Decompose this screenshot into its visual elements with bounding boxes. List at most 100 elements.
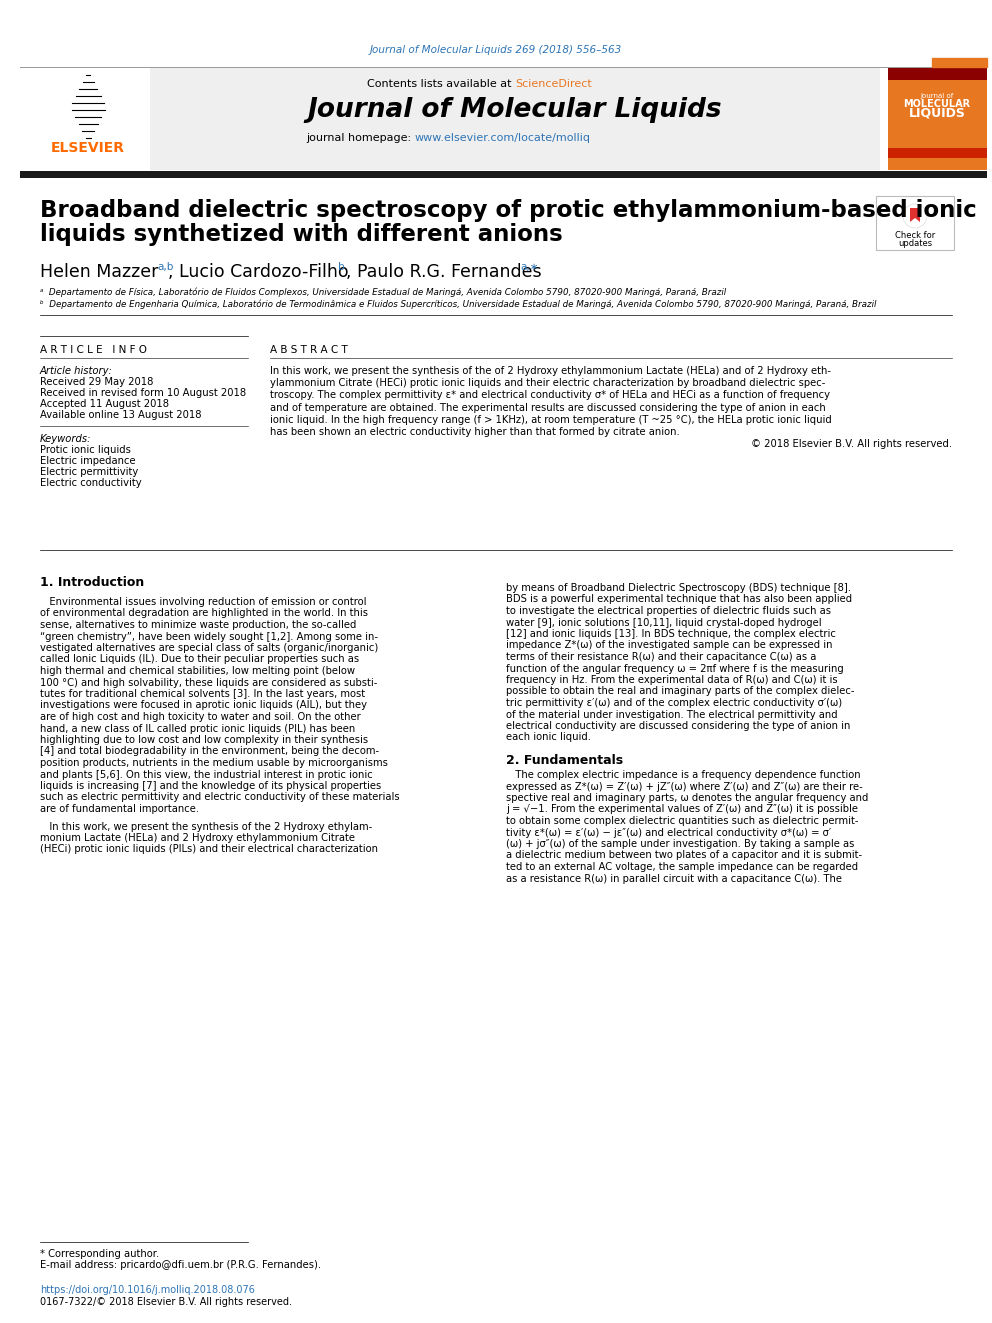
- Text: spective real and imaginary parts, ω denotes the angular frequency and: spective real and imaginary parts, ω den…: [506, 792, 868, 803]
- Text: Journal of Molecular Liquids: Journal of Molecular Liquids: [308, 97, 722, 123]
- Text: as a resistance R(ω) in parallel circuit with a capacitance C(ω). The: as a resistance R(ω) in parallel circuit…: [506, 873, 842, 884]
- Text: ScienceDirect: ScienceDirect: [515, 79, 592, 89]
- Text: j = √−1. From the experimental values of Z′(ω) and Z″(ω) it is possible: j = √−1. From the experimental values of…: [506, 804, 858, 815]
- Text: A B S T R A C T: A B S T R A C T: [270, 345, 348, 355]
- Text: a,∗: a,∗: [520, 262, 539, 273]
- Text: frequency in Hz. From the experimental data of R(ω) and C(ω) it is: frequency in Hz. From the experimental d…: [506, 675, 837, 685]
- Text: (ω) + jσ″(ω) of the sample under investigation. By taking a sample as: (ω) + jσ″(ω) of the sample under investi…: [506, 839, 854, 849]
- Text: (HECi) protic ionic liquids (PILs) and their electrical characterization: (HECi) protic ionic liquids (PILs) and t…: [40, 844, 378, 855]
- Text: Electric impedance: Electric impedance: [40, 456, 136, 466]
- Text: Accepted 11 August 2018: Accepted 11 August 2018: [40, 400, 169, 409]
- Text: , Paulo R.G. Fernandes: , Paulo R.G. Fernandes: [346, 263, 548, 280]
- Text: * Corresponding author.: * Corresponding author.: [40, 1249, 160, 1259]
- Text: called Ionic Liquids (IL). Due to their peculiar properties such as: called Ionic Liquids (IL). Due to their …: [40, 655, 359, 664]
- Text: and plants [5,6]. On this view, the industrial interest in protic ionic: and plants [5,6]. On this view, the indu…: [40, 770, 373, 779]
- Text: tutes for traditional chemical solvents [3]. In the last years, most: tutes for traditional chemical solvents …: [40, 689, 365, 699]
- Text: LIQUIDS: LIQUIDS: [909, 106, 965, 119]
- Text: updates: updates: [898, 238, 932, 247]
- Text: high thermal and chemical stabilities, low melting point (below: high thermal and chemical stabilities, l…: [40, 665, 355, 676]
- Text: by means of Broadband Dielectric Spectroscopy (BDS) technique [8].: by means of Broadband Dielectric Spectro…: [506, 583, 851, 593]
- Text: liquids is increasing [7] and the knowledge of its physical properties: liquids is increasing [7] and the knowle…: [40, 781, 381, 791]
- Text: tric permittivity ε′(ω) and of the complex electric conductivity σ′(ω): tric permittivity ε′(ω) and of the compl…: [506, 699, 842, 708]
- Text: terms of their resistance R(ω) and their capacitance C(ω) as a: terms of their resistance R(ω) and their…: [506, 652, 816, 662]
- Text: [4] and total biodegradability in the environment, being the decom-: [4] and total biodegradability in the en…: [40, 746, 379, 757]
- Bar: [20, 171, 987, 179]
- Text: www.elsevier.com/locate/molliq: www.elsevier.com/locate/molliq: [415, 134, 591, 143]
- Text: and of temperature are obtained. The experimental results are discussed consider: and of temperature are obtained. The exp…: [270, 402, 825, 413]
- Text: vestigated alternatives are special class of salts (organic/inorganic): vestigated alternatives are special clas…: [40, 643, 378, 654]
- Text: of the material under investigation. The electrical permittivity and: of the material under investigation. The…: [506, 709, 837, 720]
- Text: 1. Introduction: 1. Introduction: [40, 577, 144, 590]
- Text: of environmental degradation are highlighted in the world. In this: of environmental degradation are highlig…: [40, 609, 368, 618]
- Text: Available online 13 August 2018: Available online 13 August 2018: [40, 410, 201, 419]
- Text: “green chemistry”, have been widely sought [1,2]. Among some in-: “green chemistry”, have been widely soug…: [40, 631, 378, 642]
- Text: ted to an external AC voltage, the sample impedance can be regarded: ted to an external AC voltage, the sampl…: [506, 863, 858, 872]
- Text: b: b: [338, 262, 344, 273]
- Text: liquids synthetized with different anions: liquids synthetized with different anion…: [40, 224, 562, 246]
- Text: E-mail address: pricardo@dfi.uem.br (P.R.G. Fernandes).: E-mail address: pricardo@dfi.uem.br (P.R…: [40, 1259, 321, 1270]
- Text: 0167-7322/© 2018 Elsevier B.V. All rights reserved.: 0167-7322/© 2018 Elsevier B.V. All right…: [40, 1297, 292, 1307]
- Bar: [150, 67, 880, 169]
- Text: [12] and ionic liquids [13]. In BDS technique, the complex electric: [12] and ionic liquids [13]. In BDS tech…: [506, 628, 836, 639]
- Text: position products, nutrients in the medium usable by microorganisms: position products, nutrients in the medi…: [40, 758, 388, 767]
- Bar: [888, 148, 987, 157]
- Text: troscopy. The complex permittivity ε* and electrical conductivity σ* of HELa and: troscopy. The complex permittivity ε* an…: [270, 390, 830, 401]
- Text: 2. Fundamentals: 2. Fundamentals: [506, 754, 623, 767]
- Text: MOLECULAR: MOLECULAR: [904, 99, 970, 108]
- Text: ionic liquid. In the high frequency range (f > 1KHz), at room temperature (T ~25: ionic liquid. In the high frequency rang…: [270, 415, 831, 425]
- Text: ELSEVIER: ELSEVIER: [51, 142, 125, 155]
- Text: to investigate the electrical properties of dielectric fluids such as: to investigate the electrical properties…: [506, 606, 831, 617]
- Text: a,b: a,b: [157, 262, 174, 273]
- Polygon shape: [910, 208, 920, 222]
- Text: a dielectric medium between two plates of a capacitor and it is submit-: a dielectric medium between two plates o…: [506, 851, 862, 860]
- Text: Electric permittivity: Electric permittivity: [40, 467, 138, 478]
- Text: ᵃ  Departamento de Física, Laboratório de Fluidos Complexos, Universidade Estadu: ᵃ Departamento de Física, Laboratório de…: [40, 287, 726, 296]
- Text: ᵇ  Departamento de Engenharia Química, Laboratório de Termodinâmica e Fluidos Su: ᵇ Departamento de Engenharia Química, La…: [40, 299, 876, 308]
- Text: Received 29 May 2018: Received 29 May 2018: [40, 377, 154, 388]
- Text: water [9], ionic solutions [10,11], liquid crystal-doped hydrogel: water [9], ionic solutions [10,11], liqu…: [506, 618, 821, 627]
- Bar: [932, 58, 987, 67]
- Text: ylammonium Citrate (HECi) protic ionic liquids and their electric characterizati: ylammonium Citrate (HECi) protic ionic l…: [270, 378, 825, 388]
- Bar: [888, 67, 987, 79]
- Text: The complex electric impedance is a frequency dependence function: The complex electric impedance is a freq…: [506, 770, 861, 781]
- Text: tivity ε*(ω) = ε′(ω) − jε″(ω) and electrical conductivity σ*(ω) = σ′: tivity ε*(ω) = ε′(ω) − jε″(ω) and electr…: [506, 827, 831, 837]
- Bar: [888, 67, 987, 169]
- Text: journal homepage:: journal homepage:: [307, 134, 415, 143]
- Text: electrical conductivity are discussed considering the type of anion in: electrical conductivity are discussed co…: [506, 721, 850, 732]
- Text: BDS is a powerful experimental technique that has also been applied: BDS is a powerful experimental technique…: [506, 594, 852, 605]
- Text: hand, a new class of IL called protic ionic liquids (PIL) has been: hand, a new class of IL called protic io…: [40, 724, 355, 733]
- Text: monium Lactate (HELa) and 2 Hydroxy ethylammonium Citrate: monium Lactate (HELa) and 2 Hydroxy ethy…: [40, 833, 355, 843]
- Text: Contents lists available at: Contents lists available at: [367, 79, 515, 89]
- Text: to obtain some complex dielectric quantities such as dielectric permit-: to obtain some complex dielectric quanti…: [506, 816, 858, 826]
- Text: impedance Z*(ω) of the investigated sample can be expressed in: impedance Z*(ω) of the investigated samp…: [506, 640, 832, 651]
- Text: Received in revised form 10 August 2018: Received in revised form 10 August 2018: [40, 388, 246, 398]
- Text: Journal of Molecular Liquids 269 (2018) 556–563: Journal of Molecular Liquids 269 (2018) …: [370, 45, 622, 56]
- Text: A R T I C L E   I N F O: A R T I C L E I N F O: [40, 345, 147, 355]
- Text: In this work, we present the synthesis of the of 2 Hydroxy ethylammonium Lactate: In this work, we present the synthesis o…: [270, 366, 831, 376]
- Text: Journal of: Journal of: [921, 93, 953, 99]
- Circle shape: [903, 204, 927, 228]
- Text: has been shown an electric conductivity higher than that formed by citrate anion: has been shown an electric conductivity …: [270, 427, 680, 437]
- Text: Environmental issues involving reduction of emission or control: Environmental issues involving reduction…: [40, 597, 366, 607]
- Text: each ionic liquid.: each ionic liquid.: [506, 733, 591, 742]
- Text: investigations were focused in aprotic ionic liquids (AIL), but they: investigations were focused in aprotic i…: [40, 700, 367, 710]
- Text: Article history:: Article history:: [40, 366, 113, 376]
- Text: are of high cost and high toxicity to water and soil. On the other: are of high cost and high toxicity to wa…: [40, 712, 361, 722]
- Text: possible to obtain the real and imaginary parts of the complex dielec-: possible to obtain the real and imaginar…: [506, 687, 854, 696]
- Text: 100 °C) and high solvability, these liquids are considered as substi-: 100 °C) and high solvability, these liqu…: [40, 677, 377, 688]
- Text: Broadband dielectric spectroscopy of protic ethylammonium-based ionic: Broadband dielectric spectroscopy of pro…: [40, 198, 977, 221]
- Bar: [876, 196, 954, 250]
- Text: such as electric permittivity and electric conductivity of these materials: such as electric permittivity and electr…: [40, 792, 400, 803]
- Text: Keywords:: Keywords:: [40, 434, 91, 445]
- Text: are of fundamental importance.: are of fundamental importance.: [40, 804, 199, 814]
- Text: © 2018 Elsevier B.V. All rights reserved.: © 2018 Elsevier B.V. All rights reserved…: [751, 439, 952, 450]
- Text: , Lucio Cardozo-Filho: , Lucio Cardozo-Filho: [168, 263, 354, 280]
- Text: expressed as Z*(ω) = Z′(ω) + jZ″(ω) where Z′(ω) and Z″(ω) are their re-: expressed as Z*(ω) = Z′(ω) + jZ″(ω) wher…: [506, 782, 863, 791]
- Text: sense, alternatives to minimize waste production, the so-called: sense, alternatives to minimize waste pr…: [40, 620, 356, 630]
- Text: Electric conductivity: Electric conductivity: [40, 478, 142, 488]
- Text: Helen Mazzer: Helen Mazzer: [40, 263, 164, 280]
- Text: function of the angular frequency ω = 2πf where f is the measuring: function of the angular frequency ω = 2π…: [506, 664, 844, 673]
- Text: Protic ionic liquids: Protic ionic liquids: [40, 445, 131, 455]
- Text: https://doi.org/10.1016/j.molliq.2018.08.076: https://doi.org/10.1016/j.molliq.2018.08…: [40, 1285, 255, 1295]
- Text: highlighting due to low cost and low complexity in their synthesis: highlighting due to low cost and low com…: [40, 736, 368, 745]
